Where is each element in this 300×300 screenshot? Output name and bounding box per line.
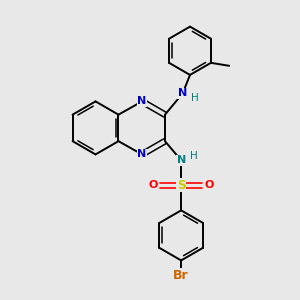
Text: N: N xyxy=(178,88,187,98)
Text: S: S xyxy=(177,179,186,192)
Text: H: H xyxy=(191,93,199,103)
Text: H: H xyxy=(190,151,197,161)
Text: N: N xyxy=(137,149,147,159)
Text: Br: Br xyxy=(173,268,189,282)
Text: O: O xyxy=(149,180,158,190)
Text: O: O xyxy=(204,180,214,190)
Text: N: N xyxy=(176,155,186,165)
Text: N: N xyxy=(137,96,147,106)
